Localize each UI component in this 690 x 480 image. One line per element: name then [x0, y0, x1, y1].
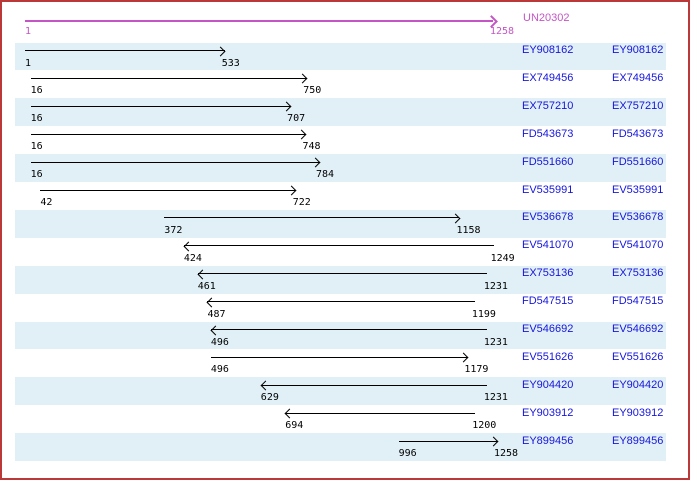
alignment-end-coordinate: 750 — [303, 85, 322, 97]
accession-label[interactable]: EX753136 — [522, 267, 574, 280]
accession-label-duplicate[interactable]: FD547515 — [612, 295, 664, 308]
alignment-start-coordinate: 496 — [210, 364, 229, 376]
alignment-row-band — [15, 154, 666, 182]
accession-label-duplicate[interactable]: EV551626 — [612, 350, 664, 363]
alignment-row-band — [15, 377, 666, 406]
accession-label-duplicate[interactable]: EY908162 — [612, 44, 664, 56]
alignment-end-coordinate: 1179 — [464, 364, 489, 376]
accession-label-duplicate[interactable]: EX753136 — [612, 267, 664, 280]
alignment-start-coordinate: 16 — [30, 141, 43, 153]
accession-label[interactable]: FD547515 — [522, 295, 574, 308]
alignment-arrow-line — [30, 77, 307, 79]
accession-label[interactable]: EY904420 — [522, 378, 574, 391]
accession-label[interactable]: EX749456 — [522, 71, 574, 84]
alignment-end-coordinate: 1231 — [483, 280, 508, 292]
alignment-arrow-line — [30, 133, 306, 135]
alignment-start-coordinate: 496 — [210, 336, 229, 348]
alignment-row-band — [15, 42, 666, 71]
alignment-arrow-line — [30, 161, 319, 163]
accession-label[interactable]: EV536678 — [522, 211, 574, 224]
alignment-end-coordinate: 707 — [287, 113, 306, 125]
alignment-row-band — [15, 433, 666, 461]
alignment-row-band — [15, 98, 666, 127]
alignment-start-coordinate: 16 — [30, 169, 43, 181]
alignment-end-coordinate: 1231 — [483, 392, 508, 404]
alignment-arrow-line — [164, 217, 460, 219]
accession-label[interactable]: EY908162 — [522, 44, 574, 56]
accession-label[interactable]: FD551660 — [522, 155, 574, 168]
reference-label: UN20302 — [523, 12, 570, 24]
alignment-end-coordinate: 722 — [292, 197, 311, 208]
alignment-arrow-line — [25, 50, 225, 51]
alignment-start-coordinate: 424 — [183, 252, 202, 264]
alignment-end-coordinate: 748 — [302, 141, 321, 153]
accession-label-duplicate[interactable]: FD551660 — [612, 155, 664, 168]
alignment-arrow-line — [30, 105, 291, 107]
alignment-start-coordinate: 372 — [164, 224, 183, 236]
alignment-row-band — [15, 209, 666, 238]
accession-label[interactable]: FD543673 — [522, 127, 574, 140]
alignment-arrow-line — [40, 189, 296, 191]
alignment-start-coordinate: 694 — [285, 420, 304, 432]
accession-label-duplicate[interactable]: EV536678 — [612, 211, 664, 224]
accession-label[interactable]: EV535991 — [522, 183, 574, 196]
alignment-arrow-line — [285, 412, 476, 414]
accession-label[interactable]: EY899456 — [522, 434, 574, 447]
alignment-start-coordinate: 1 — [25, 57, 32, 69]
alignment-start-coordinate: 996 — [398, 448, 417, 460]
alignment-row-band — [15, 265, 666, 294]
accession-label[interactable]: EY903912 — [522, 406, 574, 419]
alignment-end-coordinate: 533 — [221, 57, 240, 69]
alignment-start-coordinate: 16 — [30, 113, 43, 125]
reference-arrow-line — [25, 20, 493, 22]
alignment-end-coordinate: 1258 — [494, 448, 519, 460]
alignment-end-coordinate: 1249 — [490, 252, 515, 264]
alignment-start-coordinate: 461 — [197, 280, 216, 292]
accession-label-duplicate[interactable]: EY903912 — [612, 406, 664, 419]
accession-label-duplicate[interactable]: EV546692 — [612, 323, 664, 335]
accession-label[interactable]: EX757210 — [522, 99, 574, 112]
alignment-arrow-line — [210, 329, 487, 330]
alignment-arrow-line — [398, 440, 497, 442]
accession-label-duplicate[interactable]: EY904420 — [612, 378, 664, 391]
alignment-end-coordinate: 784 — [316, 169, 335, 181]
accession-label-duplicate[interactable]: EY899456 — [612, 434, 664, 447]
alignment-arrow-line — [197, 273, 487, 275]
alignment-arrow-line — [260, 384, 487, 386]
alignment-start-coordinate: 16 — [30, 85, 43, 97]
accession-label-duplicate[interactable]: EV535991 — [612, 183, 664, 196]
alignment-row-band — [15, 321, 666, 350]
accession-label-duplicate[interactable]: EX749456 — [612, 71, 664, 84]
alignment-start-coordinate: 42 — [40, 197, 53, 208]
alignment-end-coordinate: 1200 — [472, 420, 497, 432]
alignment-start-coordinate: 487 — [207, 308, 226, 320]
alignment-end-coordinate: 1199 — [471, 308, 496, 320]
accession-label[interactable]: EV546692 — [522, 323, 574, 335]
accession-label-duplicate[interactable]: EV541070 — [612, 239, 664, 252]
alignment-end-coordinate: 1231 — [483, 336, 508, 348]
accession-label[interactable]: EV551626 — [522, 350, 574, 363]
reference-end-coordinate: 1258 — [490, 26, 515, 37]
alignment-start-coordinate: 629 — [260, 392, 279, 404]
alignment-arrow-line — [210, 356, 468, 358]
accession-label[interactable]: EV541070 — [522, 239, 574, 252]
alignment-end-coordinate: 1158 — [456, 224, 481, 236]
alignment-arrow-line — [207, 301, 475, 303]
accession-label-duplicate[interactable]: FD543673 — [612, 127, 664, 140]
accession-label-duplicate[interactable]: EX757210 — [612, 99, 664, 112]
alignment-arrow-line — [183, 245, 494, 247]
reference-start-coordinate: 1 — [25, 26, 32, 37]
